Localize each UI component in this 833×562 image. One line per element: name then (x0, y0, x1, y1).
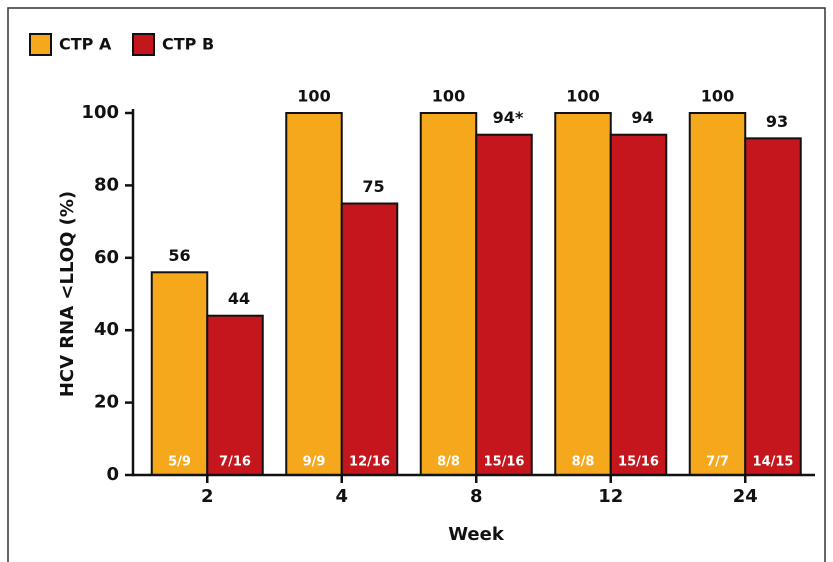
y-tick-label: 100 (81, 102, 119, 123)
value-label: 94 (631, 108, 653, 127)
value-label: 100 (432, 87, 465, 106)
count-label: 7/7 (706, 455, 729, 470)
value-label: 44 (228, 289, 250, 308)
legend-swatch (132, 33, 155, 56)
y-tick-label: 0 (106, 464, 119, 485)
y-tick-label: 80 (94, 174, 119, 195)
y-tick-label: 60 (94, 247, 119, 268)
bar (609, 133, 668, 476)
count-label: 9/9 (303, 455, 326, 470)
legend-label: CTP A (59, 35, 112, 54)
x-tick-label: 4 (335, 486, 348, 507)
bar (206, 314, 264, 476)
count-label: 15/16 (618, 455, 659, 470)
x-tick-label: 2 (201, 486, 214, 507)
count-label: 5/9 (168, 455, 191, 470)
count-label: 8/8 (572, 455, 595, 470)
count-label: 15/16 (484, 455, 525, 470)
value-label: 75 (362, 177, 384, 196)
x-tick-label: 24 (733, 486, 758, 507)
value-label: 100 (566, 87, 599, 106)
legend-label: CTP B (162, 35, 214, 54)
bar (285, 112, 343, 476)
x-tick-label: 8 (470, 486, 483, 507)
x-axis-label: Week (448, 524, 505, 545)
bar (419, 112, 478, 476)
value-label: 56 (168, 246, 190, 265)
value-label: 93 (766, 112, 788, 131)
frame (7, 7, 826, 562)
value-label: 100 (297, 87, 330, 106)
bar (475, 133, 533, 476)
count-label: 12/16 (349, 455, 390, 470)
bar (340, 202, 399, 476)
bar (744, 137, 802, 476)
y-tick-label: 40 (94, 319, 119, 340)
x-tick-label: 12 (598, 486, 623, 507)
y-axis-label: HCV RNA <LLOQ (%) (57, 191, 78, 397)
count-label: 8/8 (437, 455, 460, 470)
bar (554, 112, 612, 476)
count-label: 14/15 (753, 455, 794, 470)
legend-swatch (29, 33, 52, 56)
count-label: 7/16 (219, 455, 251, 470)
bar (688, 112, 747, 476)
value-label: 94* (493, 108, 524, 127)
bar (150, 271, 209, 476)
y-tick-label: 20 (94, 392, 119, 413)
value-label: 100 (701, 87, 734, 106)
